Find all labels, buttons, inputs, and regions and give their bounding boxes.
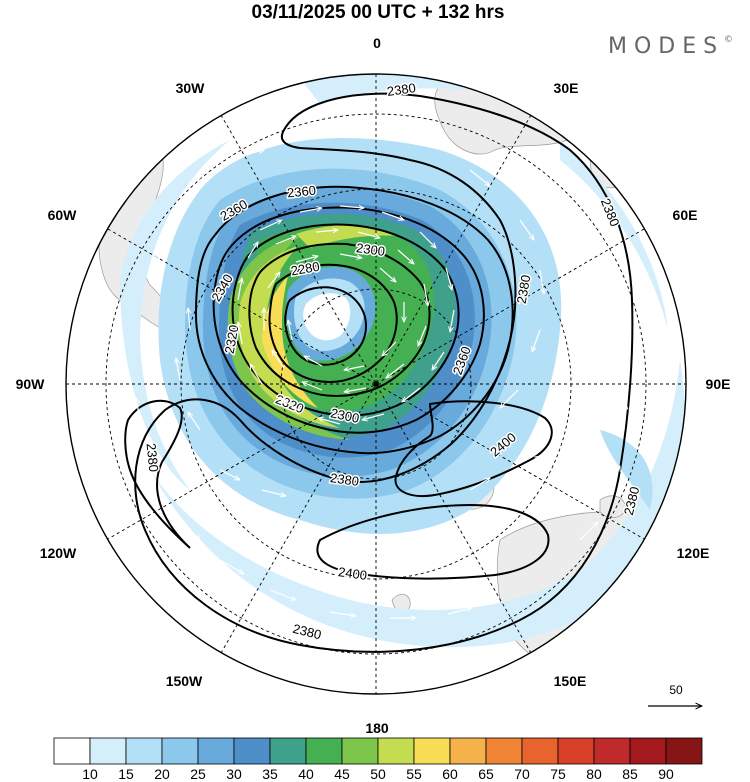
colorbar-swatch [233,737,271,765]
wind-vectors [136,100,626,618]
colorbar: 10 15 20 25 30 35 40 45 50 55 60 65 70 75 80 85 90 [53,737,703,782]
colorbar-tick-label: 30 [226,766,242,782]
colorbar-swatch [377,737,415,765]
colorbar-tick-label: 60 [442,766,458,782]
svg-text:©: © [724,35,733,45]
colorbar-tick-label: 50 [370,766,386,782]
svg-text:2300: 2300 [329,405,360,426]
longitude-labels: 0 30E 60E 90E 120E 150E 180 150W 120W 90… [16,35,731,736]
lon-label-30w: 30W [176,80,206,96]
colorbar-swatch [305,737,343,765]
colorbar-tick-label: 65 [478,766,494,782]
colorbar-tick-label: 45 [334,766,350,782]
colorbar-tick-label: 20 [154,766,170,782]
lon-label-0: 0 [373,35,381,51]
lon-label-60e: 60E [673,207,698,223]
colorbar-swatch [557,737,595,765]
height-contours [124,92,634,653]
map-disk: 2380 2360 2360 2340 2320 2300 2280 2320 … [66,74,686,694]
colorbar-tick-label: 70 [514,766,530,782]
lon-label-120e: 120E [677,545,710,561]
colorbar-swatch [665,737,703,765]
map-border [65,73,687,695]
colorbar-tick-label: 75 [550,766,566,782]
colorbar-swatch [629,737,667,765]
colorbar-tick-label: 40 [298,766,314,782]
pole-marker [373,381,379,387]
colorbar-swatch [521,737,559,765]
colorbar-swatch [593,737,631,765]
colorbar-tick-label: 90 [658,766,674,782]
map-title: 03/11/2025 00 UTC + 132 hrs [252,2,505,23]
svg-text:2360: 2360 [286,183,316,201]
colorbar-swatch [269,737,307,765]
colorbar-swatch [413,737,451,765]
colorbar-tick-label: 80 [586,766,602,782]
svg-text:MODES: MODES [608,34,724,59]
brand-logo: MODES © [608,34,733,59]
colorbar-swatch [341,737,379,765]
lon-label-180: 180 [365,720,389,736]
colorbar-swatch [53,737,91,765]
colorbar-tick-label: 25 [190,766,206,782]
lon-label-120w: 120W [40,545,77,561]
svg-text:50: 50 [669,683,683,697]
colorbar-tick-label: 55 [406,766,422,782]
svg-text:2380: 2380 [144,442,162,472]
svg-text:2380: 2380 [329,470,360,489]
svg-text:2320: 2320 [222,324,242,355]
svg-text:2400: 2400 [337,564,368,583]
lon-label-90w: 90W [16,376,46,392]
colorbar-swatch [89,737,127,765]
svg-text:2380: 2380 [386,80,417,99]
lon-label-30e: 30E [554,80,579,96]
colorbar-tick-label: 85 [622,766,638,782]
colorbar-swatch [161,737,199,765]
svg-text:2380: 2380 [514,274,534,305]
colorbar-tick-label: 35 [262,766,278,782]
colorbar-tick-label: 15 [118,766,134,782]
colorbar-swatch [485,737,523,765]
lon-label-150e: 150E [554,673,587,689]
colorbar-swatch [449,737,487,765]
lon-label-90e: 90E [706,376,731,392]
reference-vector: 50 [648,683,702,706]
colorbar-swatch [125,737,163,765]
lon-label-150w: 150W [166,673,203,689]
svg-text:2280: 2280 [290,259,321,279]
colorbar-tick-label: 10 [82,766,98,782]
colorbar-swatch [197,737,235,765]
lon-label-60w: 60W [48,207,78,223]
